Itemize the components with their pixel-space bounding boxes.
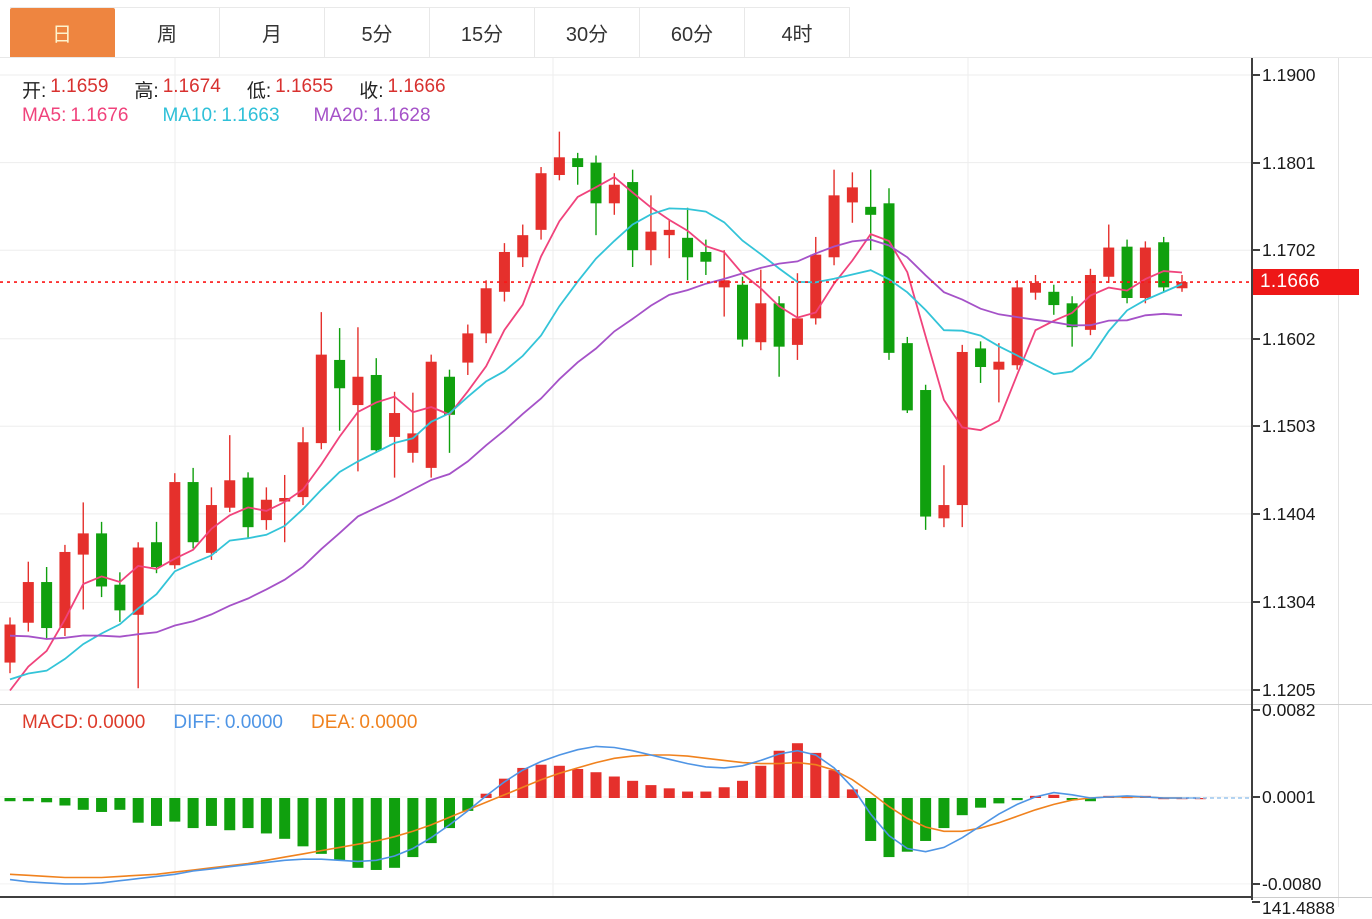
tabbar-top-border <box>10 7 850 8</box>
ohlc-row-item-1: 高: 1.1674 <box>134 76 221 102</box>
ma-row-item-2: MA20: 1.1628 <box>313 105 431 126</box>
macd-row-item-0: MACD: 0.0000 <box>22 712 146 733</box>
ma5-line <box>9 176 1183 692</box>
price-tick-dash-4 <box>1252 425 1260 428</box>
macd-row-item-2: DEA: 0.0000 <box>310 712 418 733</box>
price-tick-label-1: 1.1801 <box>1262 152 1316 173</box>
tab-timeframe-6[interactable]: 60分 <box>640 8 745 57</box>
macd-tick-dash-0 <box>1252 708 1260 711</box>
tab-timeframe-5[interactable]: 30分 <box>535 8 640 57</box>
ma10-line <box>9 207 1183 681</box>
diff-line <box>9 745 1201 885</box>
panel-divider <box>0 704 1372 705</box>
macd-tick-label-0: 0.0082 <box>1262 699 1316 720</box>
current-price-tag: 1.1666 <box>1253 269 1359 296</box>
tab-timeframe-1[interactable]: 周 <box>115 8 220 57</box>
macd-group <box>4 743 1250 885</box>
price-tick-label-4: 1.1503 <box>1262 416 1316 437</box>
dea-line <box>9 754 1182 879</box>
macd-panel-bottom-border-right <box>1253 897 1372 898</box>
price-tick-dash-1 <box>1252 161 1260 164</box>
tab-timeframe-0[interactable]: 日 <box>10 8 115 57</box>
macd-panel-bottom-border <box>0 896 1253 898</box>
macd-tick-label-1: 0.0001 <box>1262 786 1316 807</box>
price-tick-label-0: 1.1900 <box>1262 65 1316 85</box>
next-panel-clipped-tick-label: 141.4888 <box>1262 898 1335 918</box>
price-tick-dash-5 <box>1252 512 1260 515</box>
ma20-line <box>9 238 1183 640</box>
header-bottom-border <box>0 57 1372 58</box>
price-tick-dash-6 <box>1252 601 1260 604</box>
tab-timeframe-3[interactable]: 5分 <box>325 8 430 57</box>
macd-tick-dash-2 <box>1252 882 1260 885</box>
price-tick-dash-3 <box>1252 337 1260 340</box>
macd-legend: MACD: 0.0000 DIFF: 0.0000 DEA: 0.0000 <box>22 712 417 734</box>
macd-tick-label-2: -0.0080 <box>1262 873 1322 894</box>
price-tick-dash-2 <box>1252 249 1260 252</box>
ma-lines-group <box>9 176 1183 692</box>
y-axis-line <box>1251 58 1253 900</box>
macd-row-item-1: DIFF: 0.0000 <box>173 712 283 733</box>
tab-timeframe-4[interactable]: 15分 <box>430 8 535 57</box>
candles-group <box>4 131 1188 689</box>
ohlc-row-item-0: 开: 1.1659 <box>22 76 109 102</box>
next-panel-tick-dash-0 <box>1252 901 1260 903</box>
tab-timeframe-2[interactable]: 月 <box>220 8 325 57</box>
price-tick-dash-0 <box>1252 74 1260 76</box>
macd-tick-dash-1 <box>1252 795 1260 798</box>
ohlc-legend: 开: 1.1659 高: 1.1674 低: 1.1655 收: 1.1666 <box>22 76 446 103</box>
ma-row-item-0: MA5: 1.1676 <box>22 105 129 126</box>
timeframe-tabs: 日周月 5分 15分 30分 60分 4时 <box>10 8 850 57</box>
price-tick-label-5: 1.1404 <box>1262 503 1316 524</box>
price-tick-label-6: 1.1304 <box>1262 592 1316 613</box>
tab-timeframe-7[interactable]: 4时 <box>745 8 850 57</box>
ma-legend: MA5: 1.1676 MA10: 1.1663 MA20: 1.1628 <box>22 105 431 127</box>
price-tick-label-2: 1.1702 <box>1262 240 1316 261</box>
axis-right-edge <box>1338 58 1339 907</box>
price-tick-label-3: 1.1602 <box>1262 328 1316 349</box>
gridlines <box>0 58 1252 896</box>
ohlc-row-item-3: 收: 1.1666 <box>359 76 446 102</box>
ma-row-item-1: MA10: 1.1663 <box>162 105 280 126</box>
price-tick-dash-7 <box>1252 689 1260 691</box>
ohlc-row-item-2: 低: 1.1655 <box>246 76 334 102</box>
price-tick-label-7: 1.1205 <box>1262 680 1316 700</box>
